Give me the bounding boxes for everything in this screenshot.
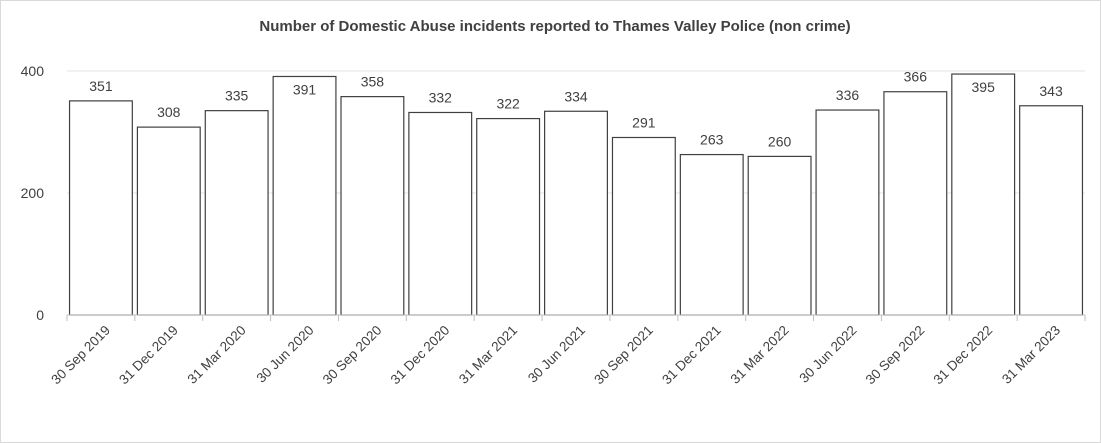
- bar: [476, 117, 541, 316]
- y-axis-ticks: 0 200 400: [21, 63, 45, 323]
- bar: [68, 100, 133, 316]
- data-label: 395: [972, 79, 996, 95]
- bar: [204, 110, 269, 316]
- x-tick-label: 31 Dec 2022: [931, 323, 996, 388]
- data-label: 358: [361, 74, 385, 90]
- data-label: 343: [1039, 83, 1063, 99]
- chart-title: Number of Domestic Abuse incidents repor…: [259, 18, 850, 35]
- data-label: 260: [768, 133, 792, 149]
- data-label: 351: [89, 78, 113, 94]
- x-tick-label: 31 Dec 2021: [659, 323, 724, 388]
- data-label: 335: [225, 88, 249, 104]
- bar: [544, 110, 608, 316]
- x-tick-label: 30 Jun 2021: [525, 323, 588, 386]
- bar: [1019, 105, 1084, 316]
- x-tick-label: 30 Sep 2022: [863, 323, 928, 388]
- x-tick-label: 31 Mar 2022: [728, 323, 792, 387]
- y-tick-label: 200: [21, 185, 45, 201]
- data-label: 334: [564, 88, 588, 104]
- data-label: 322: [496, 96, 520, 112]
- bar: [136, 126, 201, 316]
- x-tick-label: 31 Dec 2020: [388, 323, 453, 388]
- x-tick-label: 30 Jun 2022: [796, 323, 859, 386]
- data-label: 263: [700, 132, 724, 148]
- bar: [340, 96, 405, 316]
- x-tick-label: 30 Sep 2021: [591, 323, 656, 388]
- bar: [611, 136, 676, 316]
- bar: [679, 153, 744, 316]
- x-axis: [66, 314, 1086, 321]
- x-tick-label: 30 Jun 2020: [253, 323, 316, 386]
- x-tick-label: 31 Mar 2021: [456, 323, 520, 387]
- y-tick-label: 0: [36, 307, 44, 323]
- bar: [272, 75, 337, 316]
- bar: [408, 111, 473, 316]
- x-tick-label: 30 Sep 2019: [48, 323, 113, 388]
- data-label: 291: [632, 114, 656, 130]
- bar: [815, 109, 880, 316]
- y-tick-label: 400: [21, 63, 45, 79]
- x-tick-label: 31 Mar 2023: [999, 323, 1063, 387]
- data-label: 332: [429, 89, 453, 105]
- x-tick-label: 31 Dec 2019: [116, 323, 181, 388]
- data-label: 308: [157, 104, 181, 120]
- x-tick-label: 31 Mar 2020: [185, 323, 249, 387]
- data-label: 336: [836, 87, 860, 103]
- x-axis-ticks: 30 Sep 2019 31 Dec 2019 31 Mar 2020 30 Jun …: [48, 323, 1063, 388]
- bar: [951, 73, 1016, 316]
- x-tick-label: 30 Sep 2020: [320, 323, 385, 388]
- bar: [747, 155, 812, 316]
- data-label: 366: [904, 69, 928, 85]
- data-label: 391: [293, 81, 317, 97]
- data-labels: 351 308 335 391 358 332 322 334 291 263 260 336 366 3…: [89, 69, 1063, 150]
- bar: [883, 91, 948, 316]
- bars: [68, 73, 1084, 316]
